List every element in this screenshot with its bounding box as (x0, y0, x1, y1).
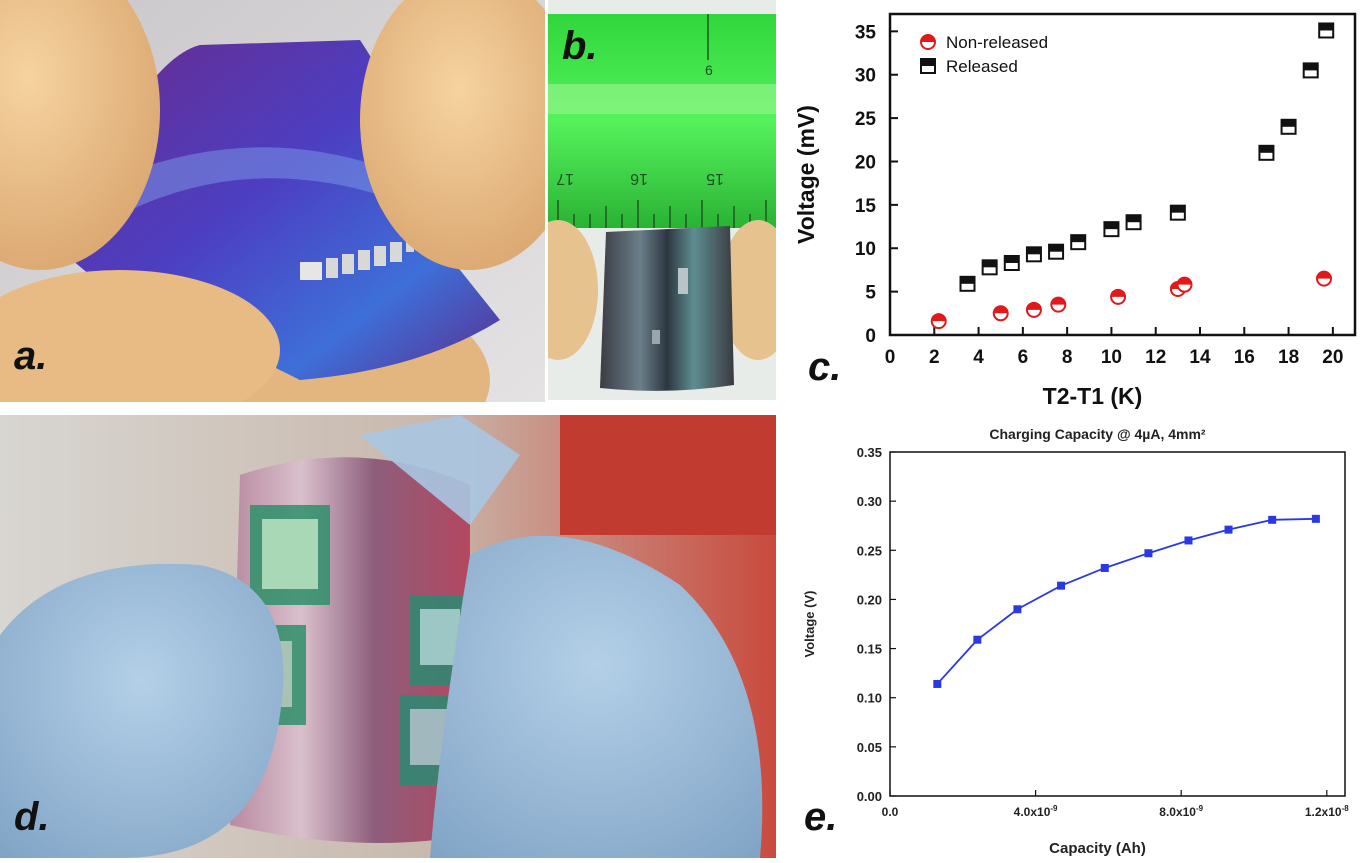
data-point-non-released (1176, 276, 1193, 293)
scatter-chart-c: 0 2 4 6 8 10 12 14 16 18 20 0 5 10 15 20 25 30 35 T2-T1 (K)… (793, 12, 1357, 409)
y-tick-label-e: 0.20 (857, 592, 882, 607)
x-tick-label-c: 4 (973, 347, 984, 368)
photo-panel-d: d. (0, 415, 776, 858)
ruler-number-6: 6 (705, 62, 713, 78)
x-tick-label-c: 2 (929, 347, 940, 368)
y-axis-label-c: Voltage (mV) (793, 105, 819, 244)
legend-marker-released (920, 58, 936, 74)
x-tick-label-e: 8.0x10-9 (1159, 804, 1203, 819)
x-axis-label-c: T2-T1 (K) (1043, 383, 1143, 409)
x-tick-label-c: 14 (1189, 347, 1211, 368)
x-tick-label-c: 6 (1018, 347, 1029, 368)
ruler-number-15: 15 (706, 170, 724, 187)
x-tick-label-e: 4.0x10-9 (1014, 804, 1058, 819)
photo-d-image (0, 415, 776, 858)
x-tick-label-c: 10 (1101, 347, 1122, 368)
data-point-non-released (930, 313, 947, 330)
data-point-e (1184, 536, 1193, 545)
photo-panel-b: 6 17 16 15 b. (548, 0, 776, 400)
ruler-number-16: 16 (630, 170, 648, 187)
panel-label-d: d. (14, 795, 50, 839)
data-point-e (1013, 605, 1022, 614)
photo-b-image: 6 17 16 15 (548, 0, 776, 400)
panel-label-b: b. (562, 24, 598, 68)
chart-panel-c: 0 2 4 6 8 10 12 14 16 18 20 0 5 10 15 20 25 30 35 T2-T1 (K)… (780, 0, 1365, 410)
data-point-non-released (1316, 270, 1332, 287)
data-point-released (1258, 144, 1275, 161)
data-point-non-released (1050, 296, 1067, 313)
data-point-released (1103, 221, 1120, 238)
x-axis-label-e: Capacity (Ah) (1049, 840, 1146, 857)
x-tick-label-e: 0.0 (882, 805, 899, 819)
chart-panel-e: Charging Capacity @ 4µA, 4mm² 0.0 4.0x10-9… (780, 415, 1365, 858)
y-tick-label-c: 35 (855, 22, 877, 43)
x-tick-label-c: 20 (1322, 347, 1343, 368)
data-point-released (981, 259, 998, 276)
data-point-released (1125, 214, 1142, 231)
y-tick-label-c: 10 (855, 239, 876, 260)
y-tick-label-e: 0.15 (857, 642, 882, 657)
y-tick-label-e: 0.30 (857, 494, 882, 509)
data-point-e (1224, 525, 1233, 534)
legend-marker-non-released (920, 34, 936, 50)
data-point-released (1048, 243, 1065, 260)
y-tick-label-c: 30 (855, 66, 876, 87)
x-tick-label-c: 8 (1062, 347, 1073, 368)
y-tick-label-e: 0.25 (857, 543, 882, 558)
panel-label-c: c. (808, 345, 842, 389)
x-tick-label-c: 0 (885, 347, 896, 368)
legend-label-released: Released (946, 57, 1018, 76)
photo-a-image (0, 0, 545, 402)
y-tick-label-c: 0 (865, 326, 876, 347)
data-point-released (1318, 22, 1335, 39)
data-point-released (1025, 246, 1042, 263)
data-point-released (1169, 204, 1186, 221)
data-point-released (959, 275, 976, 292)
x-tick-label-c: 12 (1145, 347, 1166, 368)
chart-title-e: Charging Capacity @ 4µA, 4mm² (989, 426, 1206, 442)
data-point-e (1268, 515, 1277, 524)
panel-label-e: e. (804, 795, 838, 839)
data-point-e (1311, 514, 1320, 523)
y-tick-label-e: 0.05 (857, 740, 882, 755)
data-point-e (1100, 563, 1109, 572)
x-tick-label-e: 1.2x10-8 (1305, 804, 1349, 819)
panel-label-a: a. (14, 334, 48, 378)
data-point-released (1070, 234, 1087, 251)
data-point-e (933, 679, 942, 688)
y-axis-label-e: Voltage (V) (802, 591, 817, 658)
photo-panel-a: a. (0, 0, 545, 402)
plot-frame-e (889, 451, 1346, 797)
y-tick-label-c: 5 (865, 283, 876, 304)
plot-frame-c (888, 12, 1357, 337)
data-point-released (1280, 118, 1297, 135)
y-tick-label-c: 25 (855, 109, 877, 130)
data-point-non-released (1025, 301, 1042, 318)
data-point-non-released (1110, 288, 1127, 305)
data-point-e (1057, 581, 1066, 590)
legend-label-non-released: Non-released (946, 33, 1048, 52)
y-tick-label-c: 15 (855, 196, 877, 217)
data-point-released (1302, 62, 1319, 79)
y-tick-label-e: 0.00 (857, 789, 882, 804)
series-line-e (936, 517, 1316, 685)
ruler-number-17: 17 (556, 170, 574, 187)
x-tick-label-c: 18 (1278, 347, 1299, 368)
y-tick-label-e: 0.35 (857, 445, 882, 460)
line-chart-e: Charging Capacity @ 4µA, 4mm² 0.0 4.0x10-9… (802, 426, 1349, 857)
data-point-non-released (992, 305, 1009, 322)
data-point-released (1003, 254, 1020, 271)
y-tick-label-e: 0.10 (857, 691, 882, 706)
x-tick-label-c: 16 (1234, 347, 1255, 368)
data-point-e (973, 635, 982, 644)
data-point-e (1144, 549, 1153, 558)
y-tick-label-c: 20 (855, 152, 876, 173)
